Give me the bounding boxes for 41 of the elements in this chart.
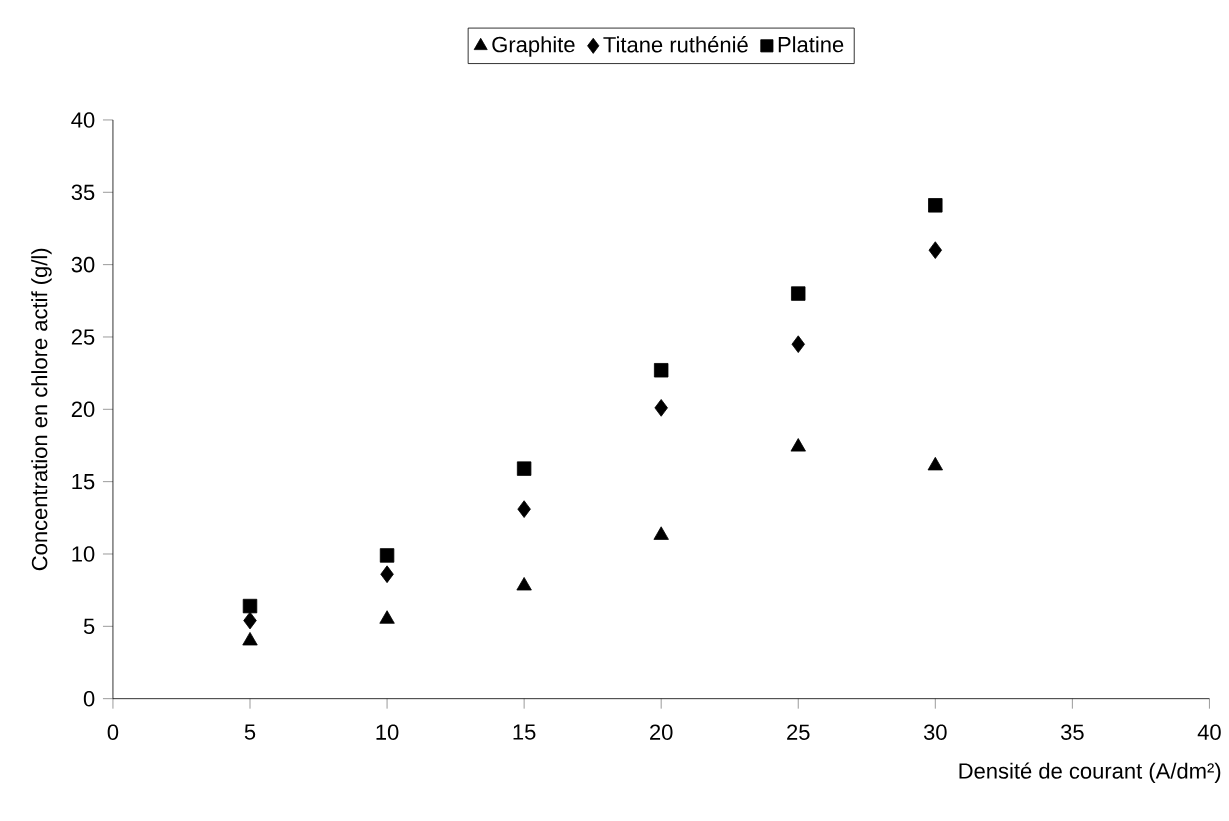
x-tick-label: 5 (244, 724, 256, 740)
point (379, 548, 395, 563)
point (516, 461, 532, 477)
point (790, 438, 806, 452)
point (379, 610, 395, 624)
y-tick-label: 30 (71, 257, 95, 273)
x-tick-label: 30 (923, 724, 947, 741)
y-tick-label: 40 (71, 112, 95, 128)
legend-label: Titane ruthénié (603, 36, 748, 53)
y-axis-title: Concentration en chlore actif (g/l) (31, 248, 52, 571)
point (928, 198, 943, 213)
point (242, 599, 258, 614)
x-tick-label: 35 (1060, 724, 1084, 741)
point (791, 286, 806, 301)
x-tick-label: 10 (376, 724, 399, 741)
x-tick-label: 20 (650, 724, 673, 741)
point (653, 526, 669, 540)
point (380, 565, 394, 584)
y-tick-label: 10 (72, 546, 95, 562)
y-tick-label: 15 (72, 474, 95, 490)
point (242, 632, 258, 646)
point (243, 611, 257, 630)
y-tick-label: 5 (83, 618, 95, 635)
point (653, 363, 669, 378)
x-tick-label: 25 (787, 724, 810, 741)
point (928, 241, 942, 260)
y-tick-label: 25 (71, 329, 95, 345)
y-tick-label: 20 (71, 401, 95, 418)
y-tick-label: 0 (83, 691, 95, 707)
x-tick-label: 40 (1197, 724, 1221, 741)
x-tick-label: 15 (513, 724, 536, 740)
point (927, 457, 943, 471)
point (654, 399, 668, 417)
legend-label: Platine (778, 36, 844, 53)
legend-label: Graphite (492, 36, 575, 57)
point (791, 335, 805, 354)
point (516, 577, 532, 591)
x-tick-label: 0 (107, 724, 119, 741)
point (517, 500, 531, 519)
x-axis-title: Densité de courant (A/dm²) (959, 762, 1221, 784)
y-tick-label: 35 (71, 184, 95, 201)
